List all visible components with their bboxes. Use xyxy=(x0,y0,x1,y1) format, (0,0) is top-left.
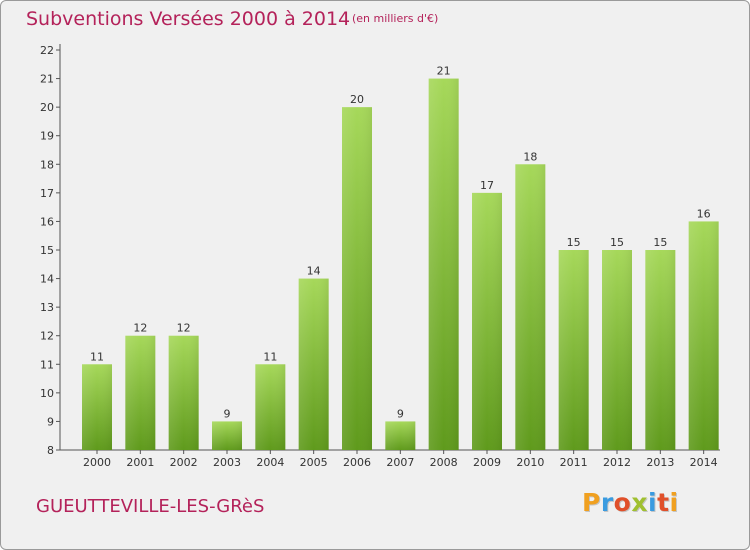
y-tick-label: 14 xyxy=(40,273,54,286)
y-tick-label: 17 xyxy=(40,187,54,200)
proxiti-logo: Proxiti xyxy=(582,488,679,517)
y-tick-label: 15 xyxy=(40,244,54,257)
y-tick-label: 12 xyxy=(40,330,54,343)
bar-highlight xyxy=(168,335,199,450)
x-tick-label: 2004 xyxy=(256,456,284,469)
data-label: 14 xyxy=(307,265,321,278)
y-tick-label: 20 xyxy=(40,101,54,114)
x-tick-label: 2013 xyxy=(646,456,674,469)
x-tick-label: 2011 xyxy=(560,456,588,469)
bar-highlight xyxy=(688,221,719,450)
data-label: 18 xyxy=(523,150,537,163)
data-label: 16 xyxy=(697,207,711,220)
logo-letter: o xyxy=(613,488,632,517)
data-label: 21 xyxy=(437,65,451,78)
data-label: 9 xyxy=(224,407,231,420)
data-label: 11 xyxy=(90,350,104,363)
logo-letter: i xyxy=(648,488,658,517)
y-tick-label: 13 xyxy=(40,301,54,314)
data-label: 20 xyxy=(350,93,364,106)
x-tick-label: 2009 xyxy=(473,456,501,469)
chart-subtitle: (en milliers d'€) xyxy=(352,12,439,25)
data-label: 11 xyxy=(263,350,277,363)
bar-highlight xyxy=(385,421,416,450)
axes: 8 9 10 11 12 13 14 15 16 17 18 19 20 21 22 2000 2001 2002… xyxy=(40,44,720,469)
data-label: 15 xyxy=(610,236,624,249)
bar-highlight xyxy=(82,364,112,450)
bar-highlight xyxy=(255,364,286,450)
data-label: 9 xyxy=(397,407,404,420)
logo-letter: P xyxy=(582,488,601,517)
bar-highlight xyxy=(645,250,676,450)
bar-highlight xyxy=(342,107,372,451)
logo-letter: i xyxy=(669,488,679,517)
data-label: 17 xyxy=(480,179,494,192)
bar-highlight xyxy=(602,250,632,450)
bar-highlight xyxy=(515,164,546,451)
y-tick-label: 8 xyxy=(47,444,54,457)
y-tick-label: 11 xyxy=(40,358,54,371)
y-tick-label: 18 xyxy=(40,158,54,171)
x-tick-label: 2002 xyxy=(170,456,198,469)
commune-name: GUEUTTEVILLE-LES-GRèS xyxy=(36,496,265,517)
x-tick-label: 2014 xyxy=(690,456,718,469)
logo-letter: x xyxy=(631,488,648,517)
x-tick-label: 2008 xyxy=(430,456,458,469)
x-tick-label: 2007 xyxy=(386,456,414,469)
data-label: 12 xyxy=(177,322,191,335)
x-tick-label: 2001 xyxy=(126,456,154,469)
bar-highlight xyxy=(298,278,329,450)
y-tick-label: 19 xyxy=(40,130,54,143)
bar-highlight xyxy=(428,78,459,451)
logo-letter: t xyxy=(657,488,670,517)
x-tick-label: 2003 xyxy=(213,456,241,469)
bars xyxy=(82,78,719,451)
y-tick-label: 21 xyxy=(40,73,54,86)
y-tick-label: 9 xyxy=(47,415,54,428)
data-labels: 11 12 12 9 11 14 20 9 21 17 18 15 15 15 16 xyxy=(90,65,711,421)
x-tick-label: 2010 xyxy=(516,456,544,469)
x-tick-label: 2006 xyxy=(343,456,371,469)
y-tick-label: 22 xyxy=(40,44,54,57)
bar-highlight xyxy=(472,192,502,450)
y-tick-label: 16 xyxy=(40,215,54,228)
data-label: 15 xyxy=(567,236,581,249)
bar-highlight xyxy=(125,335,156,450)
data-label: 12 xyxy=(133,322,147,335)
x-tick-label: 2005 xyxy=(300,456,328,469)
logo-letter: r xyxy=(600,488,614,517)
y-tick-label: 10 xyxy=(40,387,54,400)
chart-title: Subventions Versées 2000 à 2014 xyxy=(26,8,351,30)
bar-highlight xyxy=(558,250,589,450)
x-tick-label: 2012 xyxy=(603,456,631,469)
bar-highlight xyxy=(212,421,242,450)
x-tick-label: 2000 xyxy=(83,456,111,469)
data-label: 15 xyxy=(653,236,667,249)
